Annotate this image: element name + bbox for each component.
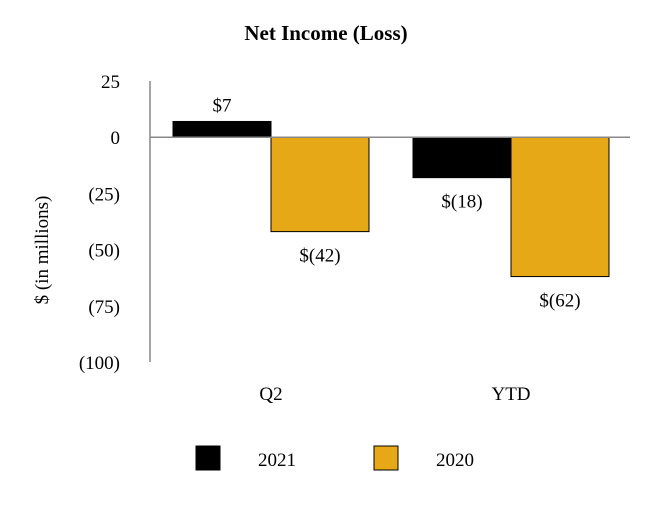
chart-title: Net Income (Loss) bbox=[244, 21, 407, 45]
y-axis-label: $ (in millions) bbox=[32, 196, 53, 305]
data-label-2021-q2: $7 bbox=[213, 95, 232, 116]
bar-2021-ytd bbox=[412, 136, 512, 179]
y-tick-label: (100) bbox=[79, 353, 120, 374]
data-label-2020-ytd: $(62) bbox=[539, 291, 580, 312]
legend-label-2021: 2021 bbox=[258, 450, 296, 471]
y-tick-label: 0 bbox=[111, 128, 121, 149]
legend-swatch-2020 bbox=[373, 445, 399, 471]
bar-2021-q2 bbox=[172, 120, 272, 138]
x-tick-label-q2: Q2 bbox=[259, 384, 282, 405]
y-tick-label: (50) bbox=[88, 241, 120, 262]
data-label-2020-q2: $(42) bbox=[299, 246, 340, 267]
y-tick-label: 25 bbox=[101, 72, 120, 93]
legend-label-2020: 2020 bbox=[436, 450, 474, 471]
plot-area: 25 0 (25) (50) (75) (100) $7 $(42) Q2 $(18) $(62) Y… bbox=[79, 72, 630, 405]
y-tick-label: (75) bbox=[88, 297, 120, 318]
legend: 2021 2020 bbox=[195, 445, 474, 471]
x-tick-label-ytd: YTD bbox=[491, 384, 530, 405]
bar-2020-q2 bbox=[270, 136, 370, 233]
legend-swatch-2021 bbox=[195, 445, 221, 471]
y-tick-label: (25) bbox=[88, 184, 120, 205]
data-label-2021-ytd: $(18) bbox=[441, 192, 482, 213]
bar-2020-ytd bbox=[510, 136, 610, 278]
